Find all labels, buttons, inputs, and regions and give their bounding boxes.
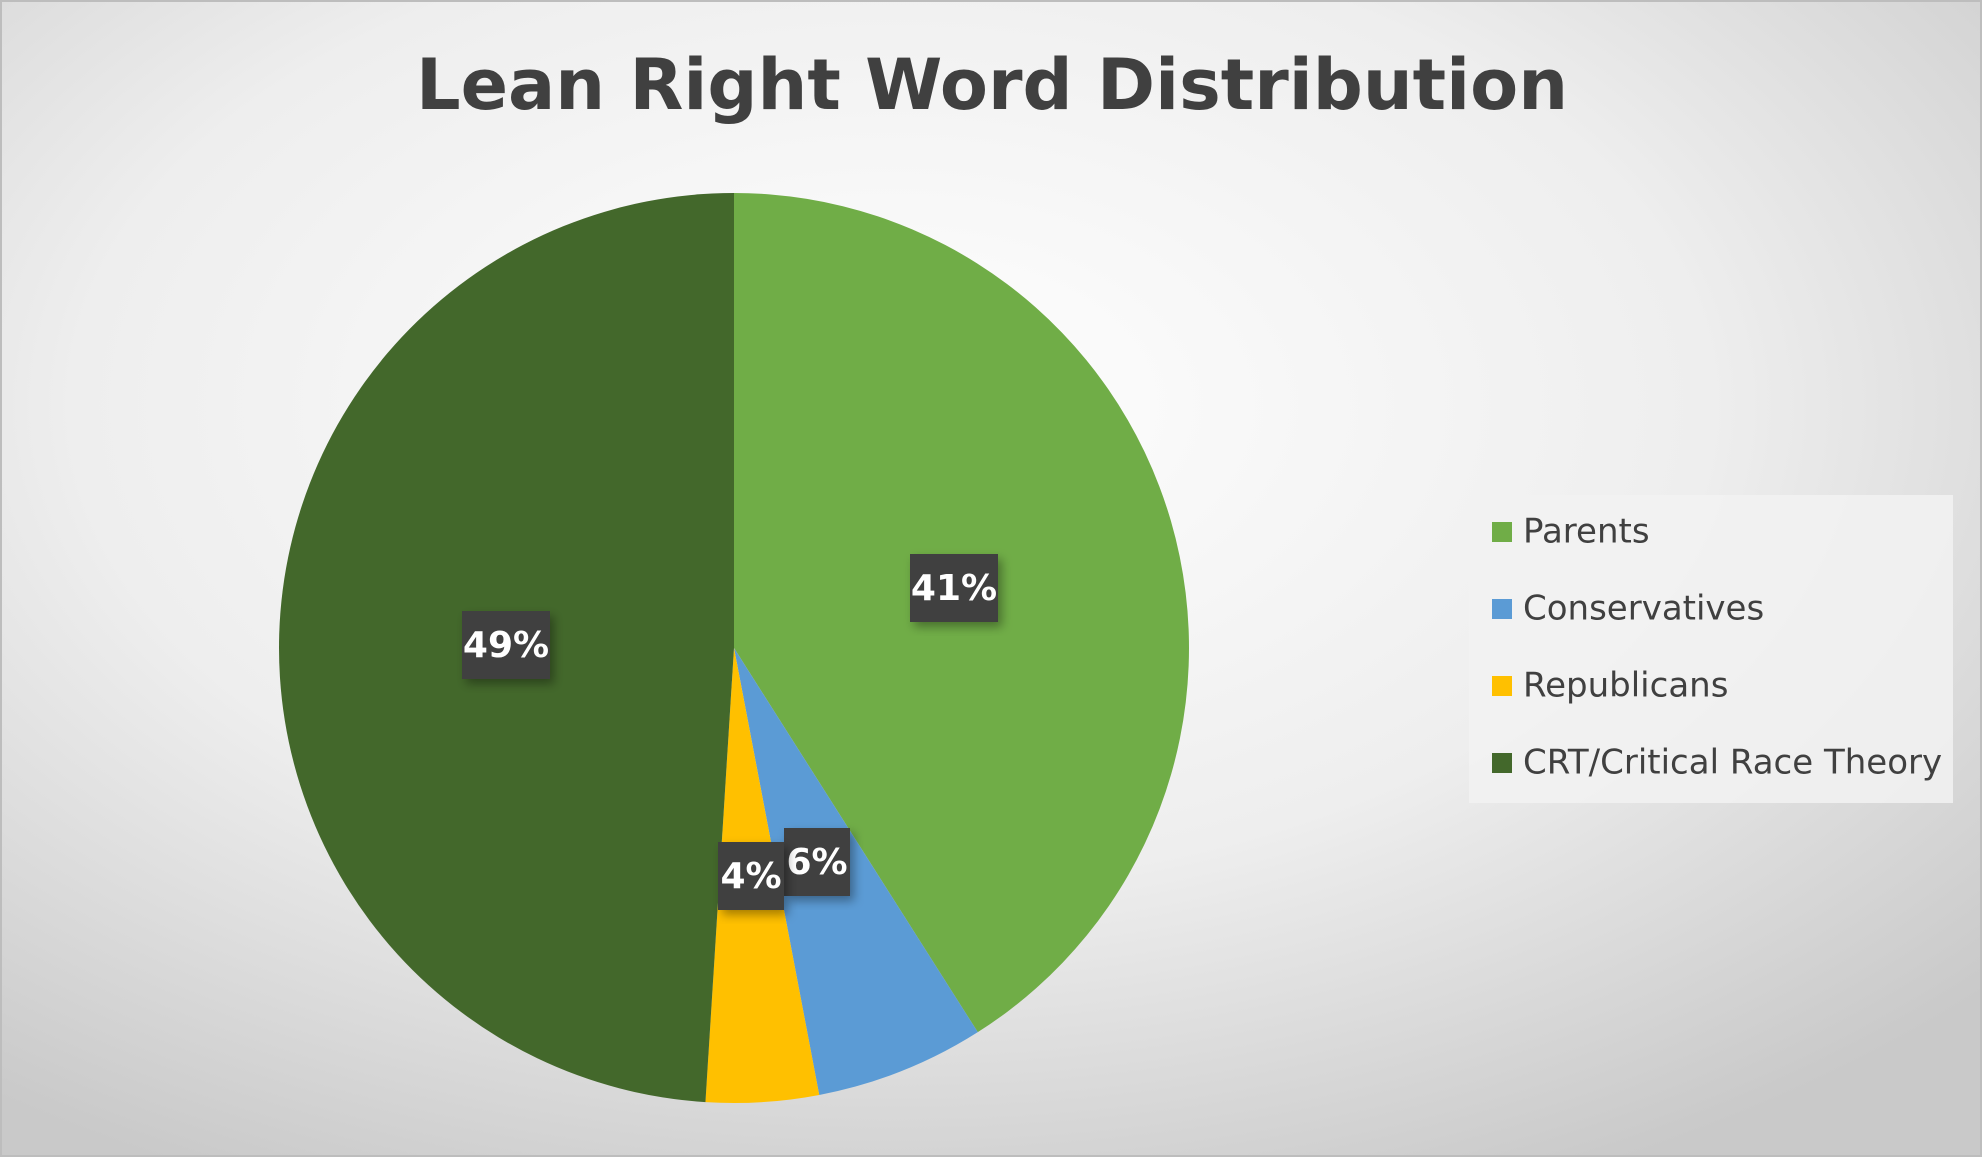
legend-swatch [1492, 599, 1512, 619]
data-label-text: 6% [786, 842, 847, 883]
data-label: 4% [718, 842, 784, 910]
legend-swatch [1492, 522, 1512, 542]
data-label: 6% [784, 828, 850, 896]
legend-box [1469, 495, 1953, 803]
data-label-text: 41% [911, 568, 997, 609]
legend-swatch [1492, 753, 1512, 773]
legend-label: Conservatives [1523, 589, 1764, 629]
data-label-box [718, 842, 784, 910]
data-label-text: 4% [720, 856, 781, 897]
legend-label: Republicans [1523, 666, 1728, 706]
data-label-box [462, 611, 550, 679]
legend-label: CRT/Critical Race Theory [1523, 743, 1942, 783]
data-label-box [784, 828, 850, 896]
pie-slice [734, 648, 978, 1095]
data-label: 49% [462, 611, 550, 679]
chart-title: Lean Right Word Distribution [416, 44, 1568, 126]
data-label: 41% [910, 554, 998, 622]
data-label-text: 49% [463, 625, 549, 666]
legend-swatch [1492, 676, 1512, 696]
data-label-box [910, 554, 998, 622]
legend-label: Parents [1523, 512, 1650, 552]
